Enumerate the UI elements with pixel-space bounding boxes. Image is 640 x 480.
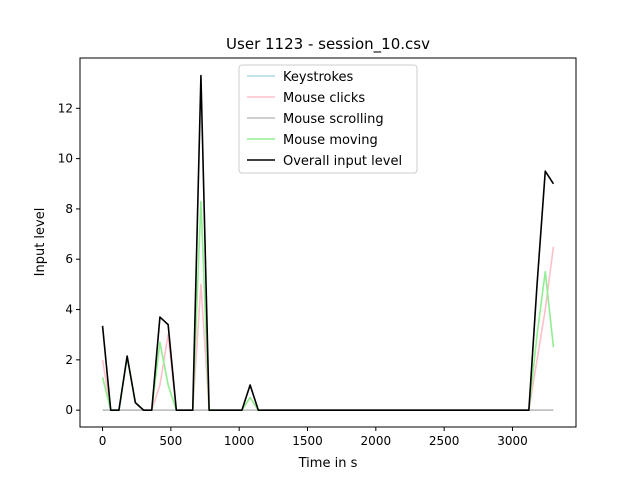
legend-box [238, 64, 418, 174]
y-tick-label-2: 4 [65, 303, 73, 317]
y-axis-label: Input level [33, 208, 48, 277]
x-tick-label-4: 2000 [361, 434, 392, 448]
x-tick-label-3: 1500 [292, 434, 323, 448]
legend-entry-2: Mouse scrolling [283, 112, 384, 127]
y-tick-label-0: 0 [65, 403, 73, 417]
y-tick-label-3: 6 [65, 252, 73, 266]
chart-title: User 1123 - session_10.csv [226, 35, 430, 54]
legend-entry-1: Mouse clicks [283, 91, 365, 106]
legend: Keystrokes Mouse clicks Mouse scrolling Mou… [238, 64, 418, 174]
legend-entry-3: Mouse moving [283, 133, 378, 148]
y-tick-label-6: 12 [58, 101, 73, 115]
x-tick-label-2: 1000 [224, 434, 255, 448]
y-tick-label-1: 2 [65, 353, 73, 367]
x-axis-label: Time in s [298, 456, 358, 471]
x-tick-label-0: 0 [99, 434, 107, 448]
legend-entry-4: Overall input level [283, 154, 402, 169]
axes-frame [79, 57, 577, 428]
series-line-4 [101, 74, 555, 411]
plot-area [101, 74, 555, 411]
x-tick-label-1: 500 [159, 434, 182, 448]
y-tick-label-5: 10 [58, 152, 73, 166]
axes: 0 500 1000 1500 2000 2500 3000 0 2 4 6 8 10 12 [58, 57, 577, 448]
x-tick-label-5: 2500 [429, 434, 460, 448]
x-tick-label-6: 3000 [497, 434, 528, 448]
y-tick-label-4: 8 [65, 202, 73, 216]
legend-entry-0: Keystrokes [283, 70, 354, 85]
